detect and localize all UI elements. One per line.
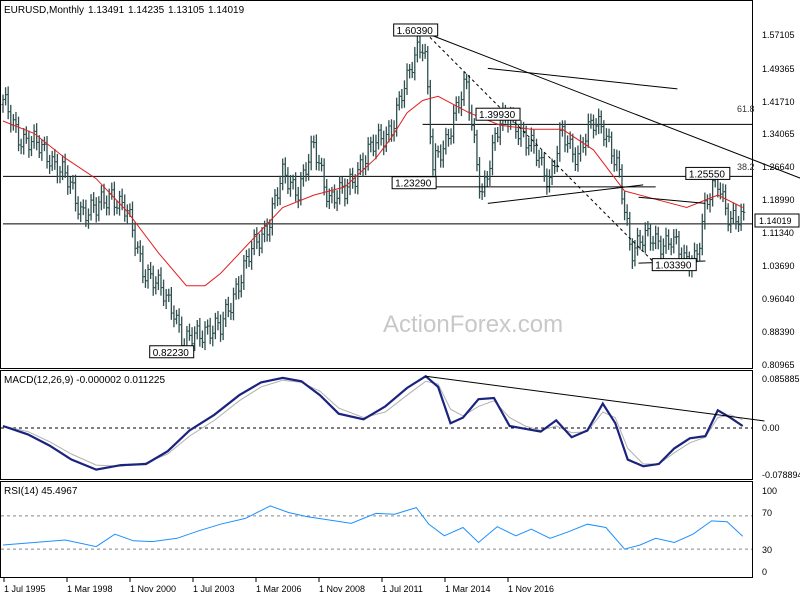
price-label-text: 1.23290 [395, 179, 432, 190]
date-tick-label: 1 Jul 1995 [4, 584, 46, 594]
price-tick: 1.26640 [762, 162, 795, 172]
price-label-box [651, 258, 697, 272]
trendline [487, 67, 678, 90]
macd-trendline [425, 375, 765, 422]
trendline [425, 32, 800, 179]
macd-tick: -0.078894 [762, 470, 800, 480]
rsi-tick: 100 [762, 486, 777, 496]
price-label-box [391, 176, 437, 190]
price-label: 1.39930 [475, 107, 521, 121]
date-tick-label: 1 Nov 2016 [508, 584, 554, 594]
price-label-text: 0.82230 [153, 348, 190, 359]
ohlc-low: 1.13105 [168, 5, 205, 16]
price-label-text: 1.03390 [655, 261, 692, 272]
ohlc-close: 1.14019 [208, 5, 245, 16]
rsi-panel-frame [0, 481, 753, 578]
macd-tick: 0.00 [762, 423, 780, 433]
macd-tick: 0.085885 [762, 374, 800, 384]
price-label: 0.82230 [149, 345, 195, 359]
macd-line [2, 374, 744, 471]
date-tick-label: 1 Jul 2011 [382, 584, 423, 594]
price-label: 1.03390 [651, 258, 697, 272]
date-tick-label: 1 Nov 2000 [130, 584, 176, 594]
date-tick-label: 1 Jul 2003 [193, 584, 235, 594]
last-price-tag: 1.14019 [754, 213, 800, 228]
price-label-text: 1.25550 [689, 169, 726, 180]
macd-label: MACD(12,26,9) -0.000002 0.011225 [4, 375, 165, 386]
price-tick: 1.03690 [762, 261, 795, 271]
trendline [638, 196, 706, 204]
price-tick: 1.57105 [762, 30, 795, 40]
price-label-text: 1.60390 [397, 26, 434, 37]
price-label: 1.60390 [393, 23, 439, 37]
price-tick: 1.11340 [762, 228, 794, 238]
watermark: ActionForex.com [383, 311, 563, 338]
price-tick: 0.88390 [762, 327, 795, 337]
price-label-text: 1.39930 [479, 110, 516, 121]
trendline [487, 184, 644, 204]
rsi-line [2, 505, 744, 550]
fib-label-618: 61.8 [737, 104, 755, 114]
price-label-box [475, 107, 521, 121]
rsi-tick: 70 [762, 508, 772, 518]
date-tick-label: 1 Mar 1998 [67, 584, 113, 594]
rsi-tick: 0 [762, 567, 767, 577]
ohlc-bar [742, 203, 746, 221]
price-tick: 1.18990 [762, 195, 795, 205]
price-tick: 1.34065 [762, 129, 795, 139]
price-label: 1.25550 [685, 166, 731, 180]
date-tick-label: 1 Mar 2006 [256, 584, 302, 594]
chart-symbol: EURUSD,Monthly [4, 5, 84, 16]
price-label-box [393, 23, 439, 37]
price-axis: 1.57105 1.49365 1.41710 1.34065 1.26640 … [762, 30, 795, 370]
date-tick-label: 1 Nov 2008 [319, 584, 365, 594]
price-label: 1.23290 [391, 176, 437, 190]
price-tick: 1.41710 [762, 97, 795, 107]
price-label-box [149, 345, 195, 359]
svg-text:1.14019: 1.14019 [759, 216, 792, 226]
price-panel-frame [0, 0, 753, 369]
fib-label-382: 38.2 [737, 162, 755, 172]
price-tick: 0.80965 [762, 360, 795, 370]
macd-panel-frame [0, 370, 753, 480]
rsi-tick: 30 [762, 545, 772, 555]
moving-average-line [2, 95, 743, 287]
rsi-label: RSI(14) 45.4967 [4, 486, 78, 497]
price-label-box [685, 166, 731, 180]
macd-signal-line [2, 379, 743, 467]
price-tick: 1.49365 [762, 64, 795, 74]
ohlc-open: 1.13491 [88, 5, 125, 16]
price-tick: 0.96040 [762, 294, 795, 304]
ohlc-high: 1.14235 [128, 5, 165, 16]
date-tick-label: 1 Mar 2014 [445, 584, 491, 594]
